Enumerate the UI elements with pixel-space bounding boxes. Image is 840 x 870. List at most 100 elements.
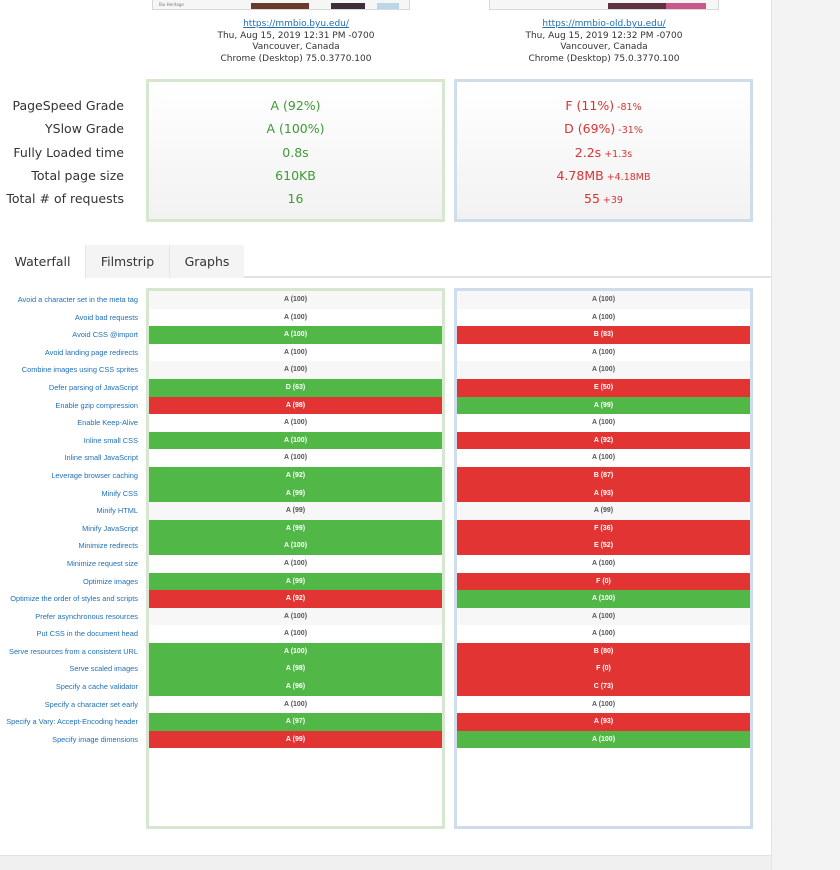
rule-label[interactable]: Minimize redirects	[78, 541, 138, 551]
left-grade-cell: A (100)	[149, 554, 442, 573]
rule-label[interactable]: Optimize the order of styles and scripts	[10, 594, 138, 604]
right-grade-cell: F (36)	[457, 519, 750, 538]
rule-label[interactable]: Serve scaled images	[69, 664, 138, 674]
summary-value: F (11%)	[565, 98, 615, 113]
right-grade-cell: F (0)	[457, 572, 750, 591]
left-grade-cell: A (100)	[149, 291, 442, 309]
right-grade-cell: A (100)	[457, 308, 750, 327]
left-report-browser: Chrome (Desktop) 75.0.3770.100	[220, 53, 372, 64]
left-summary-box: A (92%) A (100%) 0.8s 610KB 16	[146, 79, 445, 222]
rule-label[interactable]: Enable Keep-Alive	[77, 418, 138, 428]
right-grade-cell: B (80)	[457, 642, 750, 661]
left-grade-cell: A (100)	[149, 308, 442, 327]
rule-label[interactable]: Inline small JavaScript	[64, 453, 138, 463]
right-gutter	[771, 0, 840, 870]
rule-label[interactable]: Avoid CSS @import	[72, 330, 138, 340]
summary-value: 2.2s	[574, 144, 602, 160]
rule-label[interactable]: Enable gzip compression	[55, 400, 138, 410]
left-grade-cell: D (63)	[149, 378, 442, 397]
rule-label[interactable]: Avoid bad requests	[74, 312, 138, 322]
footer-band	[0, 855, 771, 870]
left-grade-cell: A (96)	[149, 678, 442, 696]
right-grade-cell: B (87)	[457, 466, 750, 485]
right-grade-cell: A (100)	[457, 607, 750, 626]
right-grade-cell: A (100)	[457, 695, 750, 714]
left-grade-cell: A (99)	[149, 519, 442, 538]
rule-label[interactable]: Specify image dimensions	[52, 734, 138, 744]
rule-label[interactable]: Minify JavaScript	[82, 523, 138, 533]
rule-label[interactable]: Prefer asynchronous resources	[35, 611, 138, 621]
right-screenshot-thumbnail[interactable]	[489, 0, 719, 10]
left-grade-cell: A (97)	[149, 713, 442, 731]
right-grade-cell: C (73)	[457, 678, 750, 696]
left-grade-cell: A (100)	[149, 449, 442, 467]
rule-label[interactable]: Minify HTML	[96, 506, 138, 516]
report-tabs: Waterfall Filmstrip Graphs	[0, 245, 771, 278]
left-grade-cell: A (100)	[149, 537, 442, 555]
rule-label[interactable]: Minimize request size	[66, 558, 138, 568]
rule-label[interactable]: Combine images using CSS sprites	[21, 365, 138, 375]
left-grade-cell: A (100)	[149, 414, 442, 432]
rule-label[interactable]: Optimize images	[82, 576, 138, 586]
left-grade-cell: A (99)	[149, 502, 442, 520]
summary-value: 4.78MB	[556, 167, 604, 183]
rule-label[interactable]: Minify CSS	[101, 488, 138, 498]
left-fully-loaded-time: 0.8s	[282, 144, 309, 160]
left-total-requests: 16	[287, 191, 304, 207]
thumbnail-image-strip	[377, 3, 399, 9]
right-grade-cell: A (100)	[457, 291, 750, 309]
right-report-date: Thu, Aug 15, 2019 12:32 PM -0700	[525, 30, 683, 41]
right-total-page-size: 4.78MB +4.18MB	[457, 164, 750, 187]
tab-waterfall[interactable]: Waterfall	[0, 245, 85, 278]
summary-value: 55	[584, 191, 600, 207]
left-screenshot-thumbnail[interactable]: Bio Heritage	[152, 0, 410, 10]
tab-graphs[interactable]: Graphs	[169, 245, 244, 278]
left-grade-cell: A (99)	[149, 730, 442, 749]
right-grade-cell: E (50)	[457, 378, 750, 397]
rule-label[interactable]: Defer parsing of JavaScript	[48, 382, 138, 392]
right-fully-loaded-time: 2.2s +1.3s	[457, 141, 750, 164]
thumbnail-image-strip	[608, 3, 666, 9]
right-grade-cell: A (99)	[457, 502, 750, 520]
right-grade-cell: A (100)	[457, 449, 750, 467]
summary-diff: +39	[602, 195, 623, 207]
summary-label: Total # of requests	[6, 191, 124, 207]
right-grade-cell: A (99)	[457, 396, 750, 415]
rule-label[interactable]: Put CSS in the document head	[36, 629, 138, 639]
right-grade-cell: A (93)	[457, 484, 750, 503]
rule-label[interactable]: Serve resources from a consistent URL	[9, 646, 138, 656]
thumbnail-image-strip	[251, 3, 309, 9]
left-thumbnail-caption: Bio Heritage	[159, 2, 184, 7]
rule-label[interactable]: Specify a cache validator	[55, 682, 138, 692]
rule-label[interactable]: Avoid a character set in the meta tag	[17, 295, 138, 304]
left-grade-cell: A (98)	[149, 396, 442, 415]
rule-label[interactable]: Avoid landing page redirects	[44, 347, 138, 357]
right-grade-cell: A (100)	[457, 730, 750, 749]
summary-label: Fully Loaded time	[13, 144, 124, 160]
rule-label[interactable]: Specify a character set early	[44, 699, 138, 709]
right-grade-cell: B (83)	[457, 326, 750, 344]
tab-filmstrip[interactable]: Filmstrip	[85, 245, 169, 278]
right-grade-cell: E (52)	[457, 537, 750, 555]
right-grade-cell: A (93)	[457, 713, 750, 731]
summary-label: PageSpeed Grade	[12, 98, 124, 113]
summary-diff: +4.18MB	[606, 171, 651, 183]
right-total-requests: 55 +39	[457, 187, 750, 210]
summary-value: D (69%)	[564, 121, 616, 137]
summary-diff: -81%	[617, 102, 642, 113]
rule-label[interactable]: Inline small CSS	[83, 435, 138, 445]
right-report-url[interactable]: https://mmbio-old.byu.edu/	[542, 19, 666, 29]
rule-label[interactable]: Specify a Vary: Accept-Encoding header	[6, 717, 138, 727]
right-grades-column: A (100) A (100) B (83) A (100) A (100) E (50)…	[454, 288, 753, 829]
rule-label[interactable]: Leverage browser caching	[51, 470, 138, 480]
left-report-url[interactable]: https://mmbio.byu.edu/	[243, 19, 349, 29]
right-grade-cell: A (100)	[457, 625, 750, 643]
left-yslow-grade: A (100%)	[266, 121, 325, 137]
thumbnail-image-strip	[666, 3, 706, 9]
left-grade-cell: A (99)	[149, 572, 442, 591]
left-grade-cell: A (98)	[149, 660, 442, 679]
left-grade-cell: A (92)	[149, 590, 442, 608]
left-report-info: https://mmbio.byu.edu/ Thu, Aug 15, 2019…	[146, 19, 446, 65]
left-grade-cell: A (99)	[149, 484, 442, 503]
